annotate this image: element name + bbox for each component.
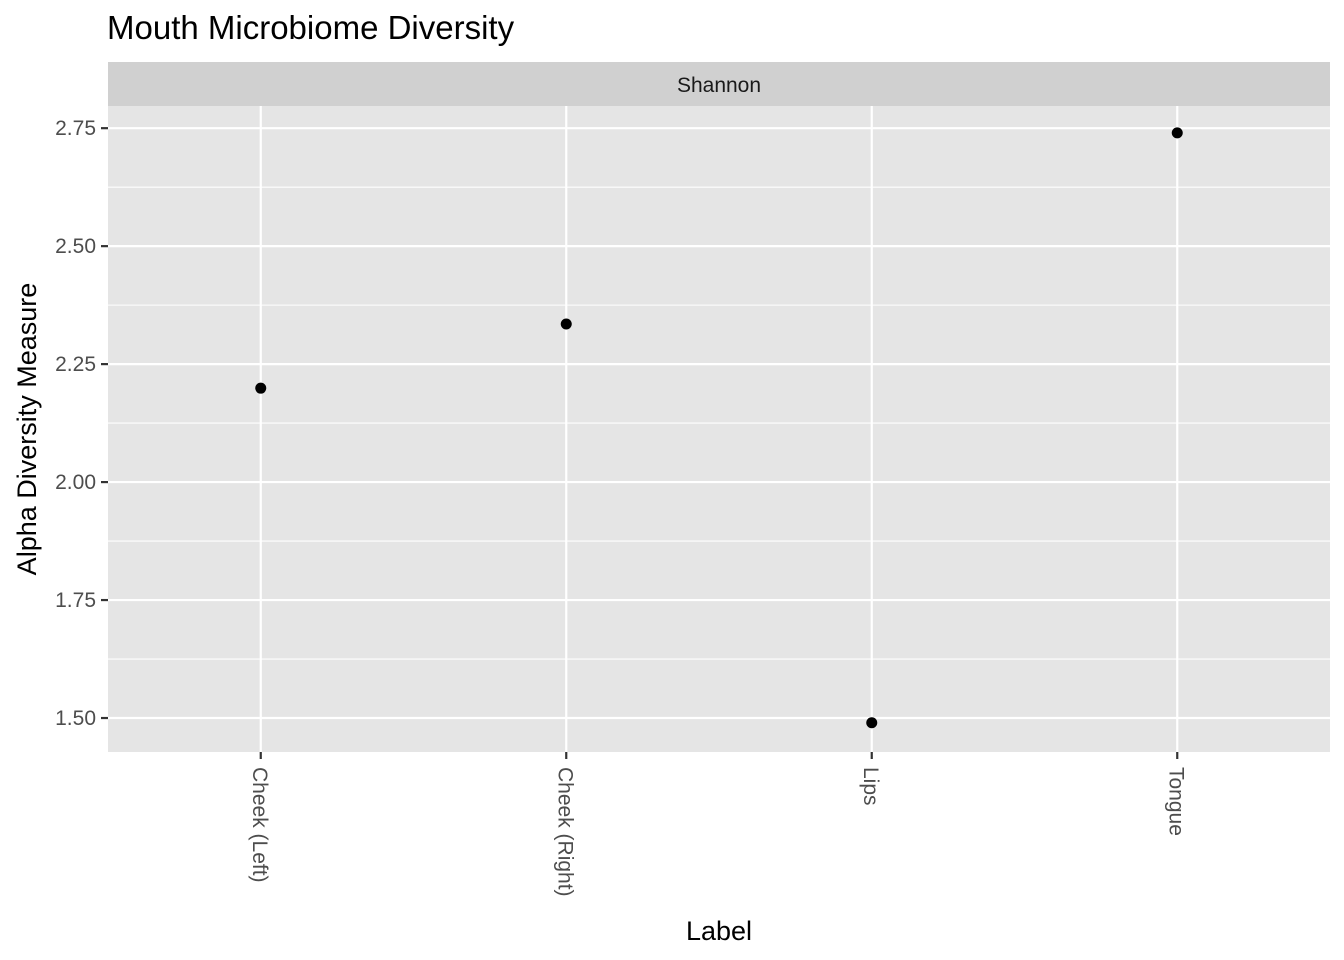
y-tick-label: 2.25 — [55, 353, 96, 376]
x-tick-label: Cheek (Right) — [553, 767, 576, 897]
facet-strip-label: Shannon — [677, 74, 761, 97]
x-axis-title: Label — [686, 916, 752, 946]
major-gridlines — [108, 106, 1330, 752]
y-tick-label: 2.50 — [55, 235, 96, 258]
y-tick-label: 2.00 — [55, 471, 96, 494]
minor-gridlines — [108, 186, 1330, 660]
data-point — [255, 382, 267, 394]
y-tick-label: 1.75 — [55, 589, 96, 612]
x-axis: Cheek (Left) Cheek (Right) Lips Tongue — [248, 752, 1187, 897]
data-point — [560, 318, 572, 330]
y-axis-title: Alpha Diversity Measure — [12, 283, 42, 576]
plot-panel — [108, 106, 1330, 752]
data-point — [1171, 127, 1183, 139]
y-tick-label: 1.50 — [55, 707, 96, 730]
x-tick-label: Cheek (Left) — [248, 767, 271, 883]
data-points — [255, 127, 1183, 729]
facet-strip — [108, 62, 1330, 106]
x-tick-label: Lips — [859, 767, 882, 806]
y-axis: 1.50 1.75 2.00 2.25 2.50 2.75 — [55, 117, 108, 730]
chart-title: Mouth Microbiome Diversity — [107, 9, 515, 46]
data-point — [866, 717, 878, 729]
x-tick-label: Tongue — [1164, 767, 1187, 836]
y-tick-label: 2.75 — [55, 117, 96, 140]
